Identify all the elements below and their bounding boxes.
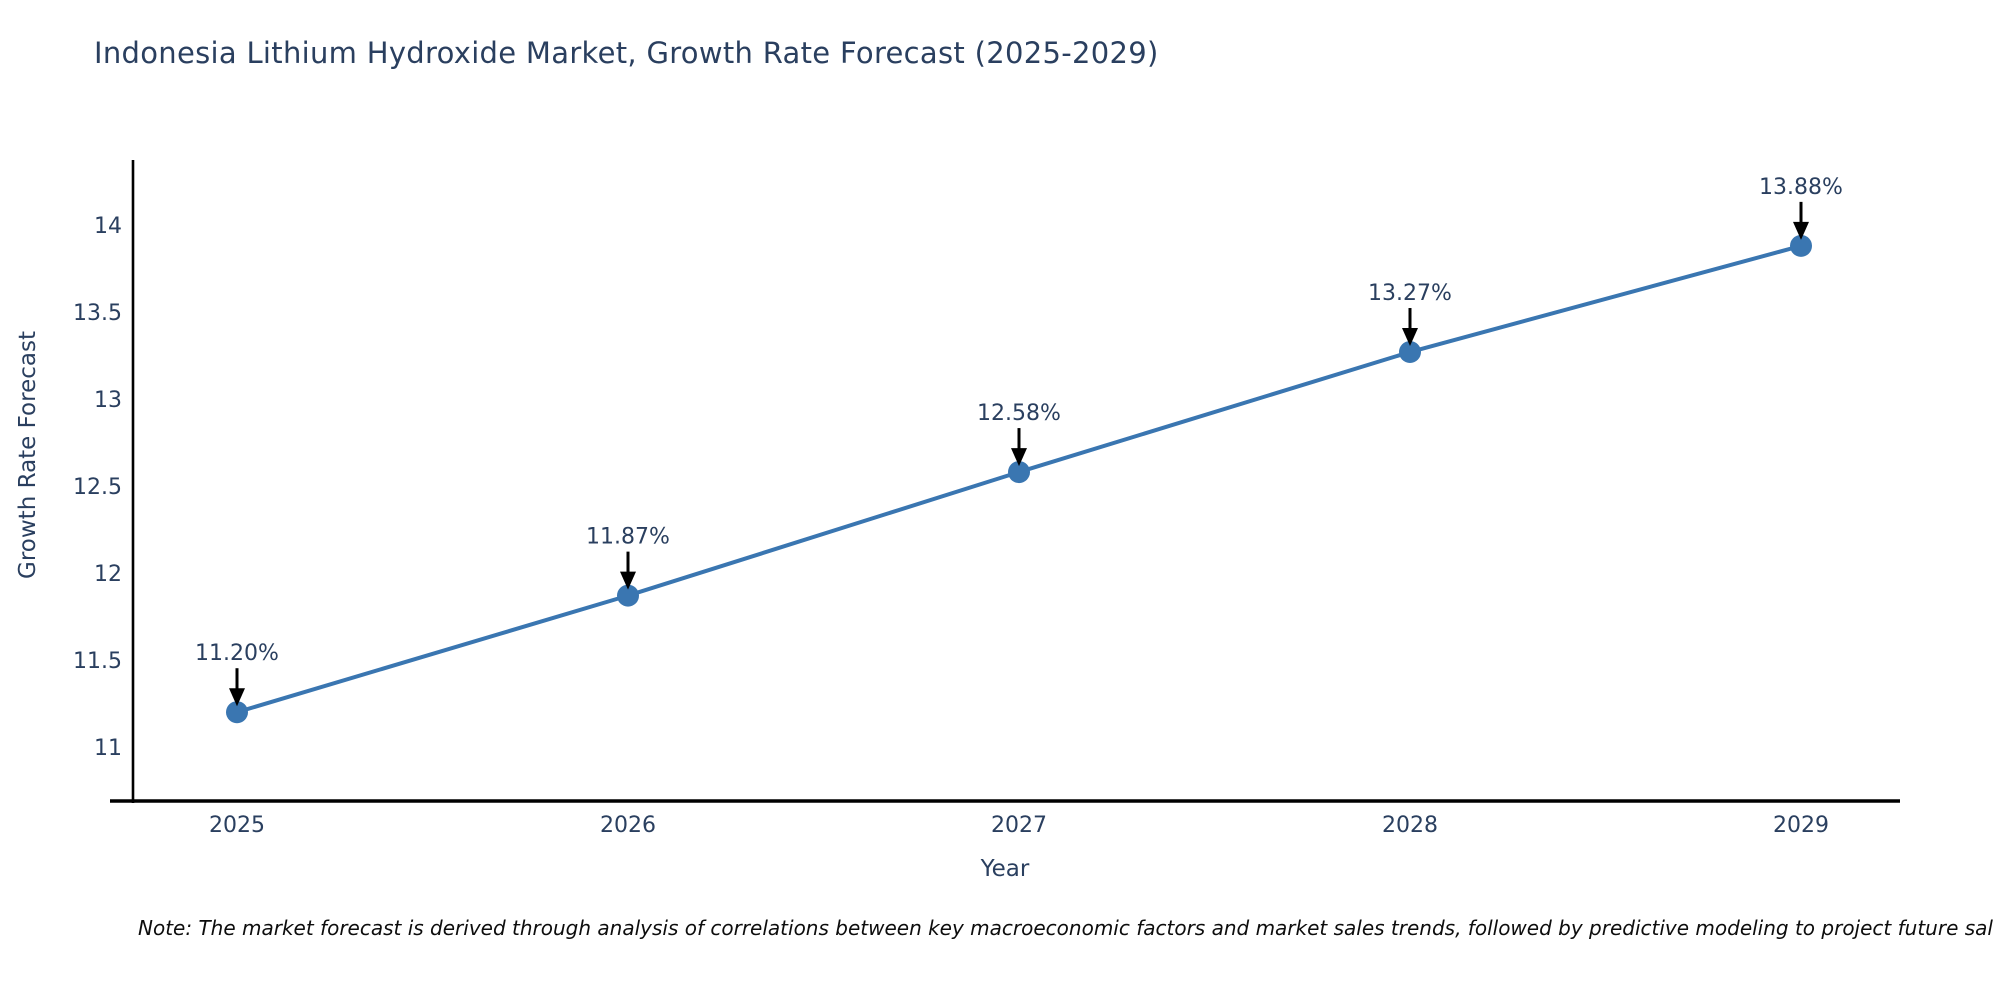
y-axis-title: Growth Rate Forecast (15, 331, 41, 579)
x-tick-label: 2025 (209, 813, 265, 838)
data-point-label: 11.87% (586, 525, 670, 550)
data-point-label: 13.88% (1759, 175, 1843, 200)
data-point-label: 12.58% (977, 401, 1061, 426)
y-tick-label: 12 (94, 562, 122, 587)
y-tick-label: 12.5 (73, 475, 122, 500)
annotation-arrowhead (1793, 221, 1809, 240)
x-tick-label: 2028 (1382, 813, 1438, 838)
y-tick-label: 11 (94, 736, 122, 761)
data-point-label: 11.20% (195, 641, 279, 666)
y-tick-label: 13 (94, 388, 122, 413)
annotation-arrowhead (229, 688, 245, 707)
annotation-arrowhead (1402, 328, 1418, 347)
data-point-label: 13.27% (1368, 281, 1452, 306)
data-point-marker (1399, 341, 1421, 364)
data-point-marker (617, 584, 639, 607)
chart-title: Indonesia Lithium Hydroxide Market, Grow… (94, 36, 1159, 70)
data-point-marker (1790, 234, 1812, 257)
y-tick-label: 11.5 (73, 649, 122, 674)
data-point-marker (226, 701, 248, 724)
y-tick-label: 13.5 (73, 301, 122, 326)
y-tick-label: 14 (94, 214, 122, 239)
annotation-arrowhead (1011, 448, 1027, 467)
data-point-marker (1008, 461, 1030, 484)
x-tick-label: 2029 (1773, 813, 1829, 838)
x-tick-label: 2027 (991, 813, 1047, 838)
annotation-arrowhead (620, 571, 636, 590)
x-axis-title: Year (980, 856, 1030, 882)
footnote: Note: The market forecast is derived thr… (138, 916, 1993, 940)
x-tick-label: 2026 (600, 813, 656, 838)
